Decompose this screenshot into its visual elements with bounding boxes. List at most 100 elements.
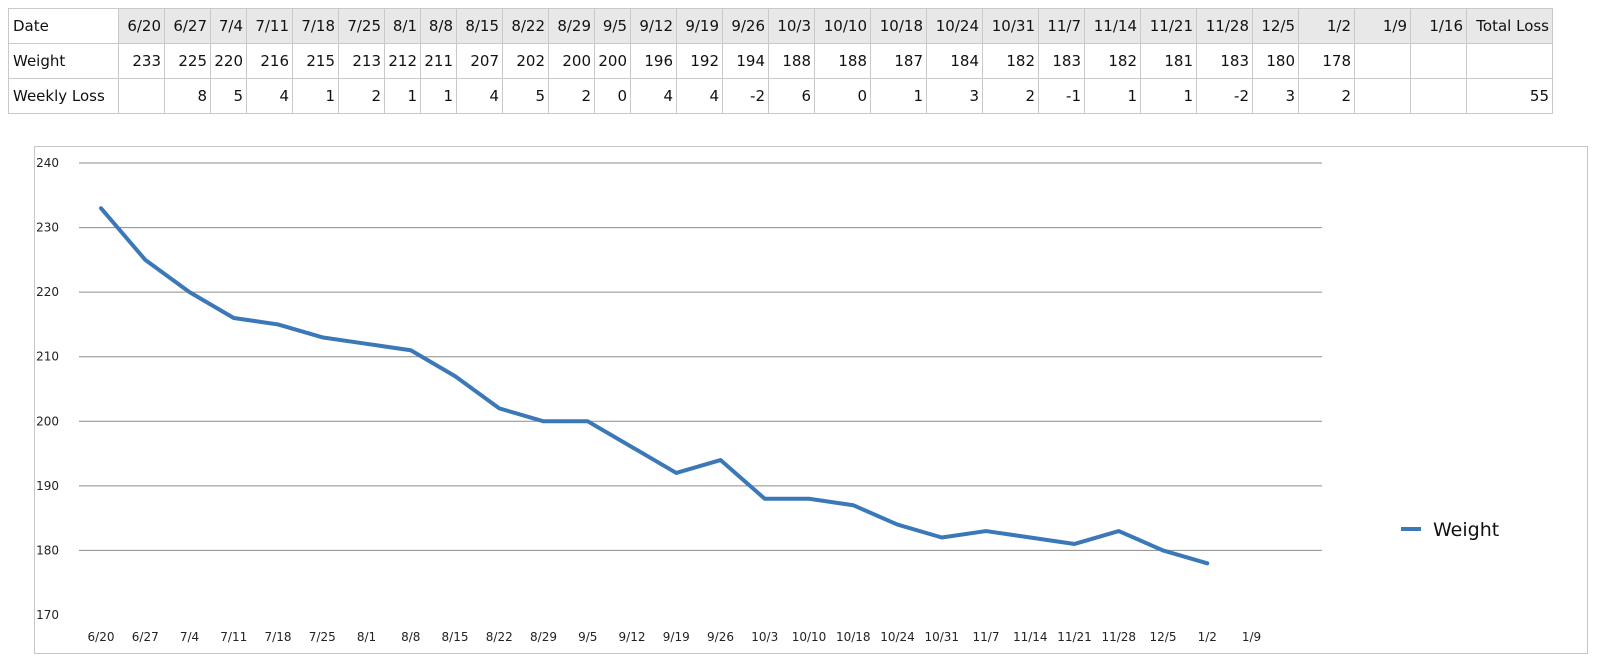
x-tick-label: 8/8 xyxy=(401,630,420,644)
weekly-loss-cell: 1 xyxy=(420,78,457,114)
weight-cell: 187 xyxy=(870,43,927,79)
y-tick-label: 180 xyxy=(36,543,59,557)
date-cell: 7/25 xyxy=(338,8,385,44)
weight-row-label: Weight xyxy=(8,43,119,79)
weekly-loss-cell: 1 xyxy=(384,78,421,114)
date-cell: 1/16 xyxy=(1410,8,1467,44)
weight-cell: 183 xyxy=(1038,43,1085,79)
total-loss-value: 55 xyxy=(1466,78,1553,114)
legend-label-weight: Weight xyxy=(1433,519,1499,541)
x-tick-label: 7/25 xyxy=(309,630,336,644)
x-tick-label: 12/5 xyxy=(1150,630,1177,644)
y-tick-label: 170 xyxy=(36,608,59,622)
weight-cell: 207 xyxy=(456,43,503,79)
weekly-loss-cell: 3 xyxy=(1252,78,1299,114)
weekly-loss-cell: 8 xyxy=(164,78,211,114)
x-tick-label: 11/28 xyxy=(1101,630,1136,644)
weekly-loss-cell: 0 xyxy=(814,78,871,114)
date-cell: 10/3 xyxy=(768,8,815,44)
weekly-loss-cell: 1 xyxy=(1140,78,1197,114)
date-cell: 1/9 xyxy=(1354,8,1411,44)
weekly-loss-cell: 0 xyxy=(594,78,631,114)
weekly-loss-row: Weekly Loss 8 5 4 1 2 1 1 4 5 2 0 4 4 -2 6 0 1 3 2 -1 1 1 -2 3 2… xyxy=(8,78,1553,114)
x-tick-label: 11/14 xyxy=(1013,630,1048,644)
x-tick-label: 7/18 xyxy=(265,630,292,644)
date-cell: 9/26 xyxy=(722,8,769,44)
data-table: Date 6/20 6/27 7/4 7/11 7/18 7/25 8/1 8/8 8/15 8/… xyxy=(8,8,1553,114)
weight-cell: 220 xyxy=(210,43,247,79)
x-tick-label: 10/31 xyxy=(924,630,959,644)
x-tick-label: 10/18 xyxy=(836,630,871,644)
weight-cell: 183 xyxy=(1196,43,1253,79)
weekly-loss-cell: 2 xyxy=(548,78,595,114)
weekly-loss-cell: 2 xyxy=(1298,78,1355,114)
y-tick-label: 230 xyxy=(36,221,59,235)
weekly-loss-cell: 1 xyxy=(292,78,339,114)
weekly-loss-cell: 4 xyxy=(630,78,677,114)
date-cell: 10/18 xyxy=(870,8,927,44)
date-cell: 10/31 xyxy=(982,8,1039,44)
weekly-loss-cell: 1 xyxy=(870,78,927,114)
date-cell: 8/29 xyxy=(548,8,595,44)
weight-cell: 211 xyxy=(420,43,457,79)
weekly-loss-cell: 5 xyxy=(210,78,247,114)
weight-cell: 233 xyxy=(118,43,165,79)
y-tick-label: 240 xyxy=(36,156,59,170)
weight-cell: 178 xyxy=(1298,43,1355,79)
x-tick-label: 6/20 xyxy=(88,630,115,644)
weight-cell: 180 xyxy=(1252,43,1299,79)
weight-cell: 202 xyxy=(502,43,549,79)
weight-cell xyxy=(1410,43,1467,79)
weight-cell: 184 xyxy=(926,43,983,79)
weight-row: Weight 233 225 220 216 215 213 212 211 207 202 200… xyxy=(8,43,1553,79)
date-row: Date 6/20 6/27 7/4 7/11 7/18 7/25 8/1 8/8 8/15 8/… xyxy=(8,8,1553,44)
date-cell: 11/28 xyxy=(1196,8,1253,44)
weight-cell: 182 xyxy=(1084,43,1141,79)
weekly-loss-row-label: Weekly Loss xyxy=(8,78,119,114)
x-tick-label: 9/5 xyxy=(578,630,597,644)
date-cell: 9/19 xyxy=(676,8,723,44)
weight-cell: 212 xyxy=(384,43,421,79)
weekly-loss-cell xyxy=(1354,78,1411,114)
weight-cell: 182 xyxy=(982,43,1039,79)
date-cell: 11/14 xyxy=(1084,8,1141,44)
weekly-loss-cell xyxy=(1410,78,1467,114)
date-cell: 8/22 xyxy=(502,8,549,44)
weight-cell: 213 xyxy=(338,43,385,79)
x-tick-label: 8/15 xyxy=(442,630,469,644)
date-cell: 7/11 xyxy=(246,8,293,44)
x-tick-label: 8/1 xyxy=(357,630,376,644)
y-tick-label: 190 xyxy=(36,479,59,493)
date-cell: 7/4 xyxy=(210,8,247,44)
x-tick-label: 1/2 xyxy=(1198,630,1217,644)
weight-cell: 200 xyxy=(594,43,631,79)
weekly-loss-cell: -2 xyxy=(1196,78,1253,114)
weight-cell: 200 xyxy=(548,43,595,79)
weight-cell: 196 xyxy=(630,43,677,79)
x-tick-label: 9/12 xyxy=(619,630,646,644)
x-tick-label: 9/26 xyxy=(707,630,734,644)
weekly-loss-cell: 2 xyxy=(338,78,385,114)
date-cell: 8/1 xyxy=(384,8,421,44)
x-tick-label: 10/3 xyxy=(751,630,778,644)
y-tick-label: 210 xyxy=(36,350,59,364)
x-tick-label: 6/27 xyxy=(132,630,159,644)
x-tick-label: 11/21 xyxy=(1057,630,1092,644)
weekly-loss-cell: 4 xyxy=(246,78,293,114)
weight-chart: 170 180 190 200 210 220 230 240 6/20 6/27 7/4 7/11 7… xyxy=(34,146,1588,654)
weight-cell: 215 xyxy=(292,43,339,79)
x-tick-label: 8/29 xyxy=(530,630,557,644)
date-cell: 6/27 xyxy=(164,8,211,44)
series-line-weight xyxy=(99,206,1210,566)
date-row-label: Date xyxy=(8,8,119,44)
x-tick-label: 1/9 xyxy=(1242,630,1261,644)
date-cell: 8/8 xyxy=(420,8,457,44)
weight-cell: 188 xyxy=(768,43,815,79)
weekly-loss-cell: 6 xyxy=(768,78,815,114)
date-cell: 6/20 xyxy=(118,8,165,44)
weight-cell: 192 xyxy=(676,43,723,79)
weekly-loss-cell xyxy=(118,78,165,114)
weight-cell: 181 xyxy=(1140,43,1197,79)
weekly-loss-cell: 4 xyxy=(456,78,503,114)
date-cell: 7/18 xyxy=(292,8,339,44)
